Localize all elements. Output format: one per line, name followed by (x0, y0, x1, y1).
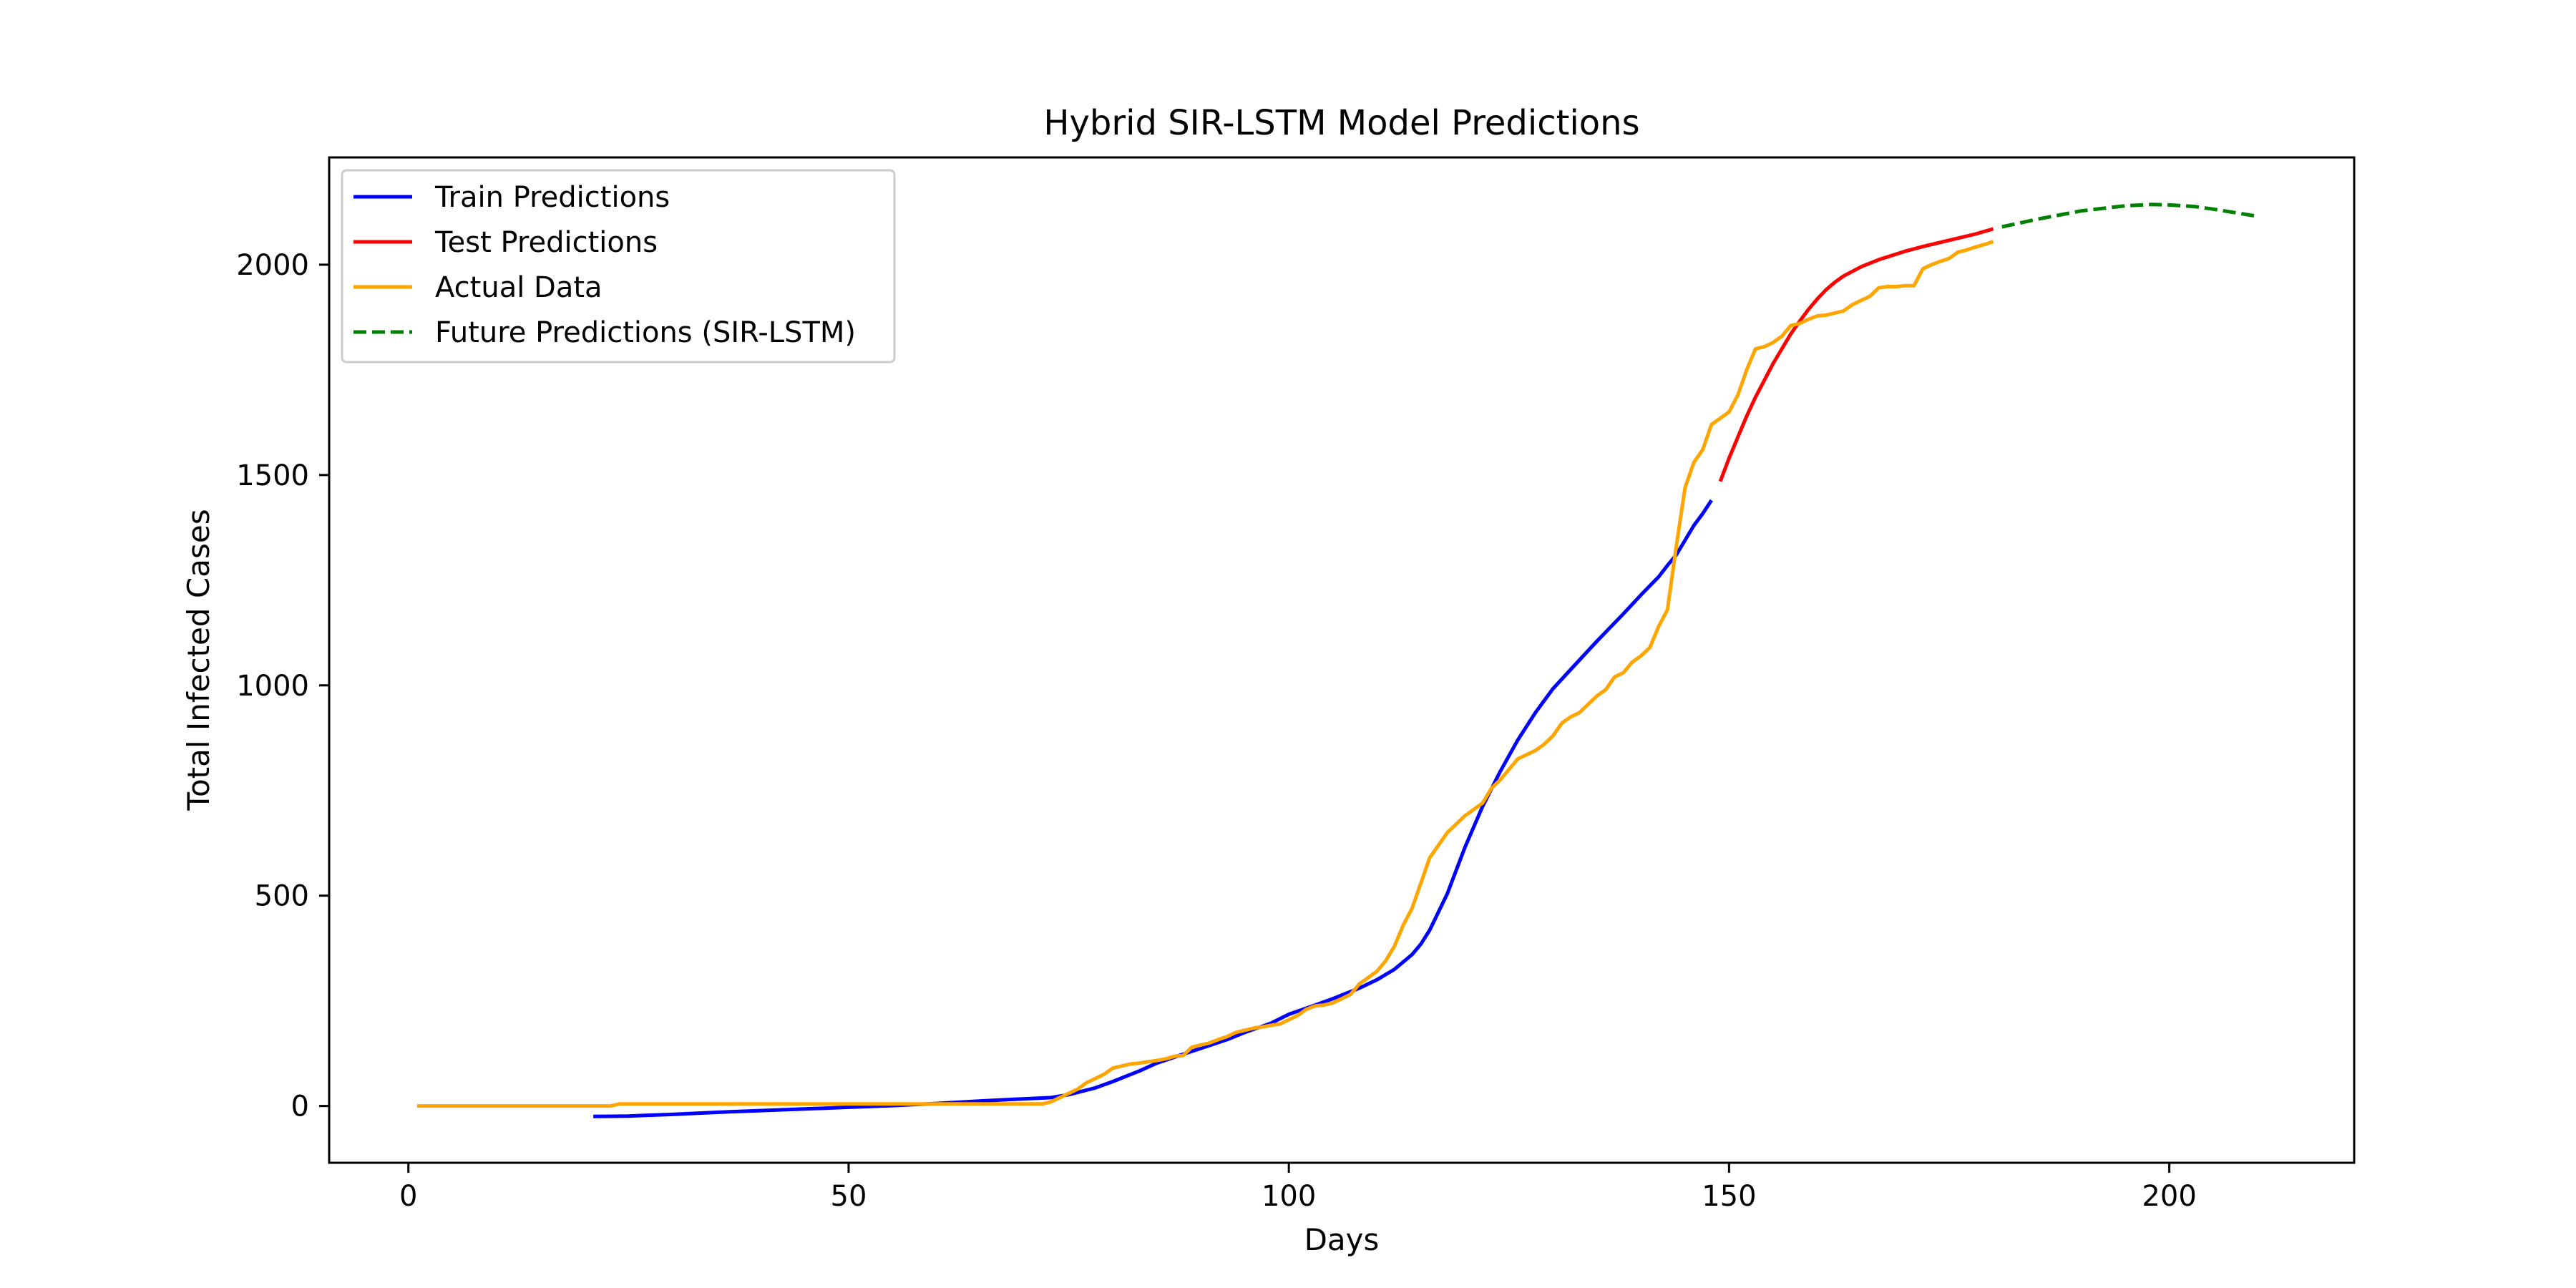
series-line-actual-data (417, 240, 1994, 1108)
legend-frame (341, 169, 896, 364)
y-tick-label: 500 (255, 880, 309, 913)
x-tick-label: 100 (1262, 1180, 1316, 1213)
x-tick-label: 0 (399, 1180, 417, 1213)
legend-label-train-predictions: Train Predictions (434, 181, 670, 214)
x-tick-label: 50 (831, 1180, 867, 1213)
legend-label-test-predictions: Test Predictions (434, 226, 658, 259)
legend-items: Train Predictions Test Predictions Actual … (353, 181, 856, 349)
series-line-future-predictions-sir-lstm (2001, 203, 2258, 229)
y-axis-label: Total Infected Cases (181, 509, 216, 811)
x-axis-label: Days (1304, 1222, 1380, 1257)
series-line-test-predictions (1718, 227, 1994, 482)
legend: Train Predictions Test Predictions Actual … (341, 169, 896, 364)
x-tick-label: 150 (1702, 1180, 1756, 1213)
x-tick-label: 200 (2142, 1180, 2196, 1213)
y-tick-label: 1000 (236, 670, 309, 703)
y-tick-label: 0 (291, 1091, 309, 1123)
legend-label-future-predictions-sir-lstm: Future Predictions (SIR-LSTM) (435, 316, 856, 349)
plot-area-frame (328, 156, 2356, 1164)
x-axis-ticks: 0 50 100 150 200 (399, 1163, 2197, 1213)
y-tick-label: 2000 (236, 249, 309, 282)
y-tick-label: 1500 (236, 459, 309, 492)
series-layer (417, 203, 2258, 1118)
chart-title: Hybrid SIR-LSTM Model Predictions (1043, 103, 1639, 143)
legend-label-actual-data: Actual Data (435, 271, 602, 304)
y-axis-ticks: 0 500 1000 1500 2000 (236, 249, 329, 1123)
